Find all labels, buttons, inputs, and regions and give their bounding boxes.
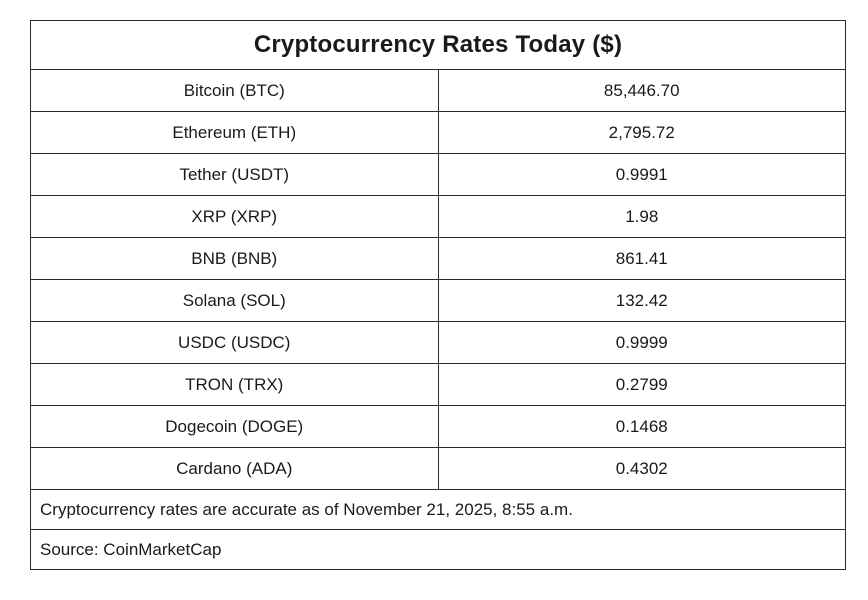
currency-name-cell: Solana (SOL) — [30, 279, 439, 322]
crypto-rates-table-container: Cryptocurrency Rates Today ($) Bitcoin (… — [30, 20, 846, 570]
currency-rate-cell: 2,795.72 — [437, 111, 846, 154]
currency-rate-cell: 1.98 — [437, 195, 846, 238]
currency-name-cell: Bitcoin (BTC) — [30, 69, 439, 112]
table-row: Dogecoin (DOGE) 0.1468 — [30, 405, 846, 448]
currency-rate-cell: 861.41 — [437, 237, 846, 280]
currency-rate-cell: 0.2799 — [437, 363, 846, 406]
currency-rate-cell: 85,446.70 — [437, 69, 846, 112]
table-title: Cryptocurrency Rates Today ($) — [30, 20, 846, 70]
currency-name-cell: USDC (USDC) — [30, 321, 439, 364]
currency-name-cell: Tether (USDT) — [30, 153, 439, 196]
crypto-rates-table: Cryptocurrency Rates Today ($) Bitcoin (… — [30, 20, 846, 570]
currency-name-cell: Ethereum (ETH) — [30, 111, 439, 154]
table-row: USDC (USDC) 0.9999 — [30, 321, 846, 364]
table-row: Ethereum (ETH) 2,795.72 — [30, 111, 846, 154]
table-row: Tether (USDT) 0.9991 — [30, 153, 846, 196]
currency-name-cell: TRON (TRX) — [30, 363, 439, 406]
currency-name-cell: Cardano (ADA) — [30, 447, 439, 490]
source-note: Source: CoinMarketCap — [30, 529, 846, 570]
currency-rate-cell: 0.4302 — [437, 447, 846, 490]
currency-name-cell: XRP (XRP) — [30, 195, 439, 238]
currency-rate-cell: 0.9999 — [437, 321, 846, 364]
table-row: TRON (TRX) 0.2799 — [30, 363, 846, 406]
table-row: BNB (BNB) 861.41 — [30, 237, 846, 280]
title-row: Cryptocurrency Rates Today ($) — [30, 20, 846, 70]
currency-rate-cell: 0.9991 — [437, 153, 846, 196]
accuracy-note: Cryptocurrency rates are accurate as of … — [30, 489, 846, 530]
currency-rate-cell: 132.42 — [437, 279, 846, 322]
table-row: Cardano (ADA) 0.4302 — [30, 447, 846, 490]
currency-rate-cell: 0.1468 — [437, 405, 846, 448]
rates-body: Bitcoin (BTC) 85,446.70 Ethereum (ETH) 2,79… — [30, 69, 846, 490]
currency-name-cell: BNB (BNB) — [30, 237, 439, 280]
currency-name-cell: Dogecoin (DOGE) — [30, 405, 439, 448]
table-row: Bitcoin (BTC) 85,446.70 — [30, 69, 846, 112]
source-row: Source: CoinMarketCap — [30, 529, 846, 570]
table-row: XRP (XRP) 1.98 — [30, 195, 846, 238]
footnote-row: Cryptocurrency rates are accurate as of … — [30, 489, 846, 530]
table-row: Solana (SOL) 132.42 — [30, 279, 846, 322]
